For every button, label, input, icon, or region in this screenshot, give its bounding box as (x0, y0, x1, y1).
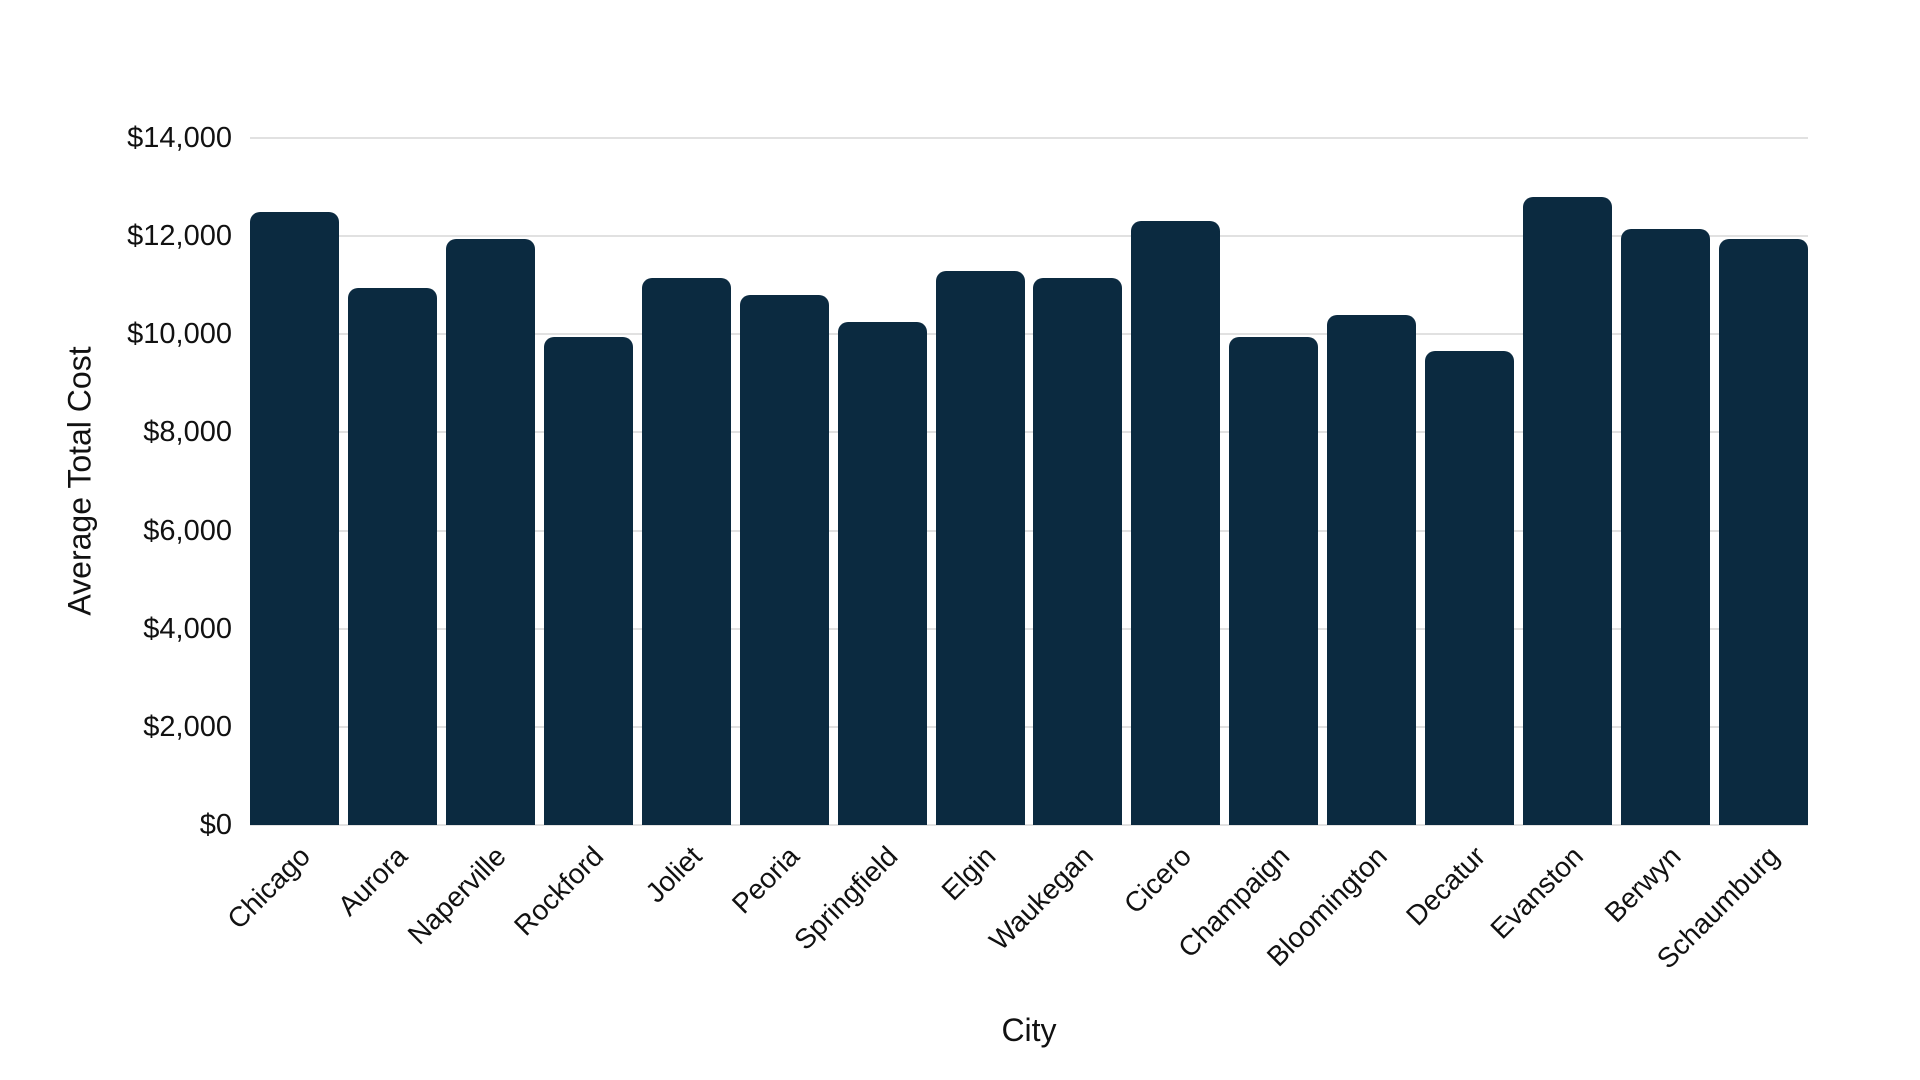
bar-champaign (1229, 336, 1319, 825)
gridline (250, 529, 1808, 532)
x-tick-label: Naperville (401, 840, 512, 951)
bar-springfield (837, 322, 927, 825)
x-tick-label: Rockford (508, 840, 610, 942)
bar-berwyn (1621, 228, 1711, 825)
gridline (250, 333, 1808, 336)
x-tick-label: Peoria (726, 840, 806, 920)
y-tick-label: $12,000 (127, 220, 232, 253)
x-tick-label: Decatur (1399, 840, 1491, 932)
x-axis-title: City (1001, 1012, 1057, 1048)
gridline (250, 725, 1808, 728)
x-tick-label: Aurora (332, 840, 414, 922)
gridline (250, 431, 1808, 434)
bar-peoria (739, 295, 829, 825)
gridline (250, 235, 1808, 238)
x-tick-label: Joliet (639, 840, 708, 909)
y-tick-label: $4,000 (143, 612, 232, 645)
bar-waukegan (1033, 277, 1123, 825)
gridline (250, 137, 1808, 139)
bar-cicero (1131, 221, 1221, 825)
y-tick-label: $8,000 (143, 416, 232, 449)
x-tick-label: Berwyn (1598, 840, 1687, 929)
x-tick-label: Springfield (787, 840, 904, 956)
bar-schaumburg (1719, 238, 1808, 825)
y-tick-label: $0 (199, 809, 232, 841)
y-tick-label: $6,000 (143, 514, 232, 547)
x-tick-label: Cicero (1117, 840, 1198, 920)
y-tick-label: $2,000 (143, 710, 232, 743)
bar-decatur (1425, 351, 1515, 825)
bar-evanston (1523, 196, 1613, 825)
y-tick-label: $10,000 (127, 318, 232, 351)
x-tick-label: Waukegan (983, 840, 1100, 957)
gridline (250, 627, 1808, 630)
plot-area (250, 137, 1808, 826)
y-axis-title: Average Total Cost (61, 346, 98, 616)
x-tick-label: Elgin (935, 840, 1002, 907)
bar-chicago (250, 211, 339, 825)
bar-elgin (935, 270, 1025, 825)
bar-naperville (445, 238, 535, 825)
y-tick-label: $14,000 (127, 122, 232, 154)
x-tick-label: Evanston (1484, 840, 1589, 945)
bar-aurora (347, 287, 437, 825)
bar-rockford (543, 336, 633, 825)
bar-bloomington (1327, 314, 1417, 825)
gridline (250, 824, 1808, 826)
bar-joliet (641, 277, 731, 825)
x-tick-label: Chicago (221, 840, 316, 935)
